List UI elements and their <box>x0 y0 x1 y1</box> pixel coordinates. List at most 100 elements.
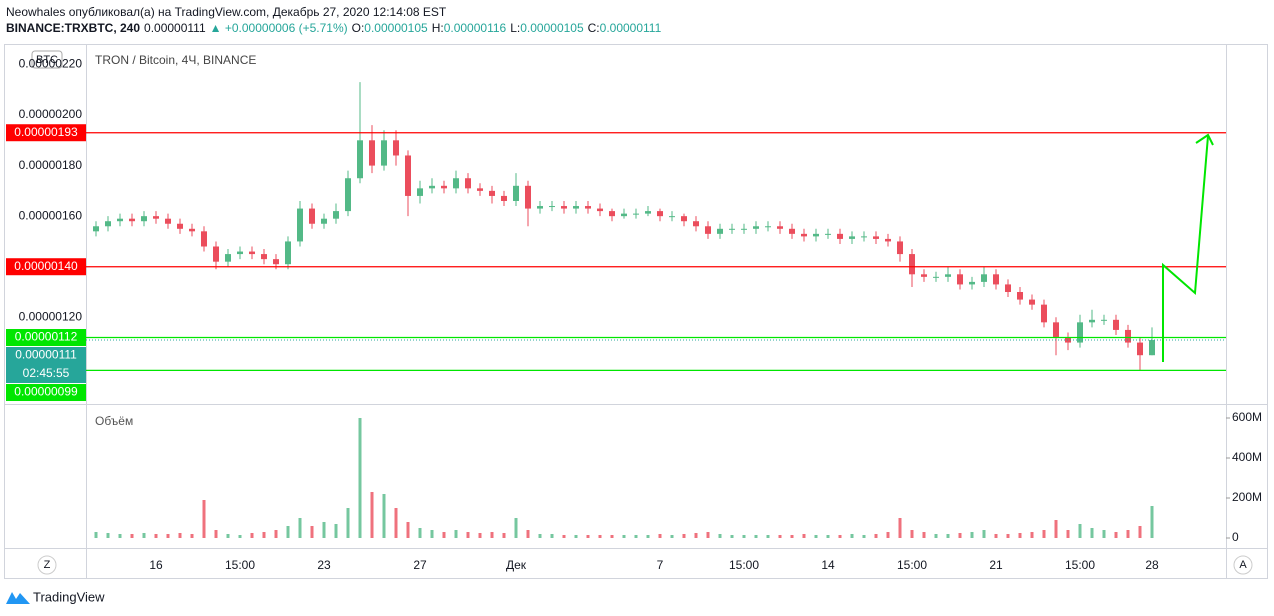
z-button[interactable] <box>37 555 57 575</box>
volume-bar <box>202 500 206 538</box>
price-tag <box>6 347 86 384</box>
volume-bar <box>922 532 926 538</box>
volume-bar <box>826 535 830 538</box>
candle-body <box>585 206 591 209</box>
currency-badge[interactable] <box>31 50 63 69</box>
candle-body <box>333 211 339 219</box>
volume-bar <box>154 534 158 538</box>
candle-body <box>297 208 303 242</box>
volume-bar <box>730 535 734 538</box>
volume-bar <box>490 532 494 538</box>
candle-body <box>561 206 567 209</box>
h-label: H: <box>432 21 444 35</box>
candle-body <box>1137 342 1143 356</box>
candle-body <box>141 216 147 222</box>
volume-bar <box>514 518 518 538</box>
x-tick-label: 7 <box>657 558 664 572</box>
volume-bar <box>874 534 878 538</box>
candle-body <box>1089 319 1095 323</box>
volume-bar <box>1126 530 1130 538</box>
l-label: L: <box>510 21 520 35</box>
candle-body <box>129 218 135 222</box>
volume-bar <box>394 508 398 538</box>
candle-body <box>597 208 603 212</box>
candle-body <box>669 216 675 218</box>
candle-body <box>345 178 351 212</box>
volume-bar <box>574 535 578 538</box>
volume-bar <box>238 535 242 538</box>
candle-body <box>285 241 291 265</box>
volume-bar <box>706 532 710 538</box>
volume-bar <box>406 522 410 538</box>
x-tick-label: 28 <box>1145 558 1159 572</box>
candle-body <box>1005 284 1011 293</box>
candle-body <box>609 211 615 217</box>
candle-body <box>369 140 375 166</box>
volume-bar <box>190 534 194 538</box>
x-tick-label: 27 <box>413 558 427 572</box>
candle-body <box>897 241 903 255</box>
volume-bar <box>142 533 146 538</box>
candle-body <box>993 274 999 285</box>
a-button[interactable] <box>1233 555 1253 575</box>
volume-bar <box>466 532 470 538</box>
l: 0.00000105 <box>520 21 584 35</box>
candle-body <box>1017 292 1023 300</box>
volume-tick-label: 400M <box>1232 450 1262 464</box>
c-label: C: <box>588 21 600 35</box>
volume-bar <box>382 494 386 538</box>
candle-body <box>633 213 639 215</box>
volume-bar <box>682 534 686 538</box>
candle-body <box>825 233 831 235</box>
candle-body <box>789 228 795 234</box>
currency: BTC <box>36 54 58 66</box>
volume-bar <box>454 530 458 538</box>
volume-bar <box>262 532 266 538</box>
volume-bar <box>646 535 650 538</box>
price-tag-label: 0.00000193 <box>14 125 78 139</box>
volume-bar <box>970 532 974 538</box>
volume-bar <box>790 535 794 538</box>
volume-bar <box>982 530 986 538</box>
price-tag-label: 0.00000111 <box>15 348 77 362</box>
symbol: BINANCE:TRXBTC, 240 <box>6 21 140 35</box>
candle-body <box>741 228 747 230</box>
candle-body <box>189 228 195 232</box>
volume-bar <box>1138 526 1142 538</box>
volume-bar <box>226 534 230 538</box>
x-tick-label: 15:00 <box>897 558 927 572</box>
candle-body <box>201 231 207 247</box>
volume-bar <box>442 532 446 538</box>
candle-body <box>921 274 927 277</box>
price-tag-label: 0.00000099 <box>14 385 78 399</box>
volume-bar <box>694 533 698 538</box>
candle-body <box>537 206 543 209</box>
volume-bar <box>946 534 950 538</box>
candle-body <box>357 140 363 179</box>
brand: TradingView <box>33 589 105 604</box>
candle-body <box>225 254 231 262</box>
volume-bar <box>1102 530 1106 538</box>
volume-bar <box>418 528 422 538</box>
h: 0.00000116 <box>444 21 507 35</box>
volume-bar <box>322 522 326 538</box>
arrow-head <box>1195 133 1214 146</box>
candle-body <box>981 274 987 282</box>
z-label: Z <box>44 559 51 571</box>
candle-body <box>909 254 915 275</box>
candle-body <box>801 233 807 237</box>
candle-body <box>777 226 783 229</box>
volume-bar <box>1018 533 1022 538</box>
candle-body <box>957 274 963 285</box>
volume-bar <box>802 534 806 538</box>
candle-body <box>765 226 771 228</box>
x-tick-label: 16 <box>149 558 163 572</box>
candle-body <box>945 274 951 277</box>
candle-body <box>549 206 555 208</box>
candle-body <box>1041 304 1047 323</box>
volume-bar <box>538 534 542 538</box>
candle-body <box>237 251 243 255</box>
candle-body <box>861 236 867 238</box>
candle-body <box>249 251 255 255</box>
y-tick-label: 0.00000180 <box>19 158 83 172</box>
